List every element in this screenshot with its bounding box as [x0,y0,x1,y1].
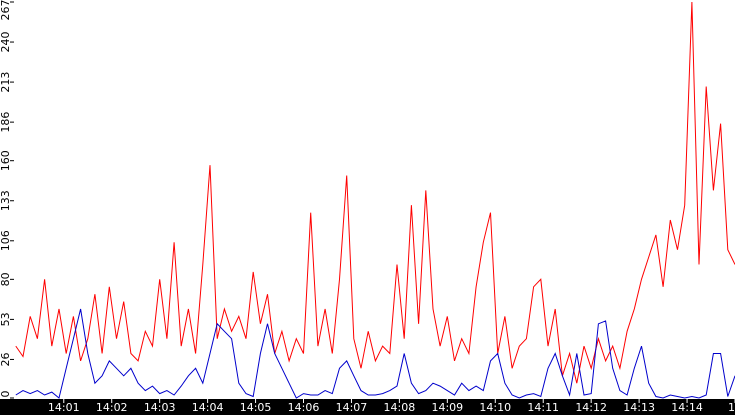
x-tick-label: 14:11 [527,401,559,414]
series-line [15,308,735,399]
y-tick-label: 186 [0,112,12,133]
y-tick-label: 106 [0,230,12,251]
x-tick-label: 14:04 [192,401,224,414]
y-tick-label: 0 [0,391,12,398]
y-tick-label: 240 [0,32,12,53]
x-tick-label: 14:08 [384,401,416,414]
x-tick-label: 14:14 [671,401,703,414]
x-tick-label: 14:07 [336,401,368,414]
y-tick-label: 213 [0,72,12,93]
series-line [15,1,735,384]
x-tick-label: 14:12 [575,401,607,414]
y-tick-label: 26 [0,352,12,366]
y-tick-label: 80 [0,272,12,286]
x-tick-label: 14:03 [144,401,176,414]
y-tick-label: 160 [0,150,12,171]
x-tick-label: 14:06 [288,401,320,414]
x-axis-bar [0,399,735,415]
y-tick-label: 133 [0,190,12,211]
x-tick-label: 14:01 [48,401,80,414]
y-tick-label: 53 [0,312,12,326]
x-tick-label: 14:09 [431,401,463,414]
y-tick-label: 267 [0,0,12,21]
x-tick-label: 14 [728,401,735,414]
x-tick-label: 14:05 [240,401,272,414]
x-tick-label: 14:02 [96,401,128,414]
x-tick-label: 14:10 [479,401,511,414]
x-tick-label: 14:13 [623,401,655,414]
